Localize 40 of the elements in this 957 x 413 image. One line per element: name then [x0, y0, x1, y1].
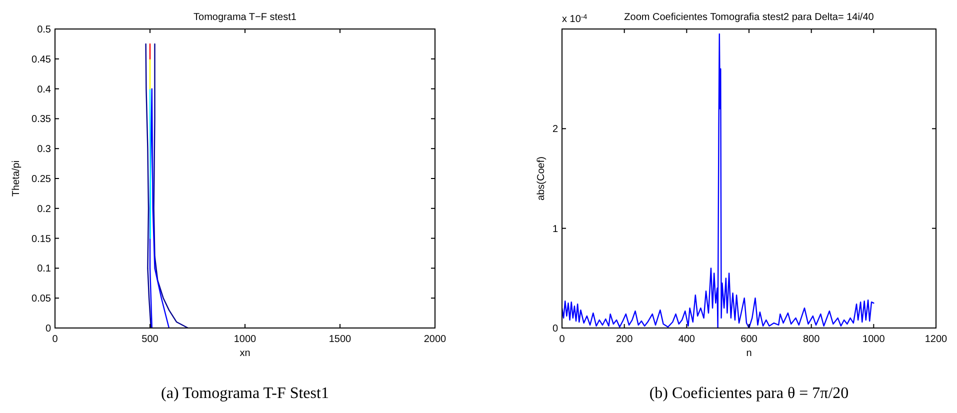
x-tick-label: 1500	[328, 334, 352, 345]
line-series	[149, 88, 151, 239]
y-tick-label: 0.25	[32, 174, 52, 185]
x-tick-label: 800	[802, 334, 820, 345]
y-tick-label: 0.1	[37, 264, 52, 275]
y-axis-title: Theta/pi	[11, 160, 22, 197]
chart-title: Tomograma T−F stest1	[194, 12, 297, 23]
y-tick-label: 0	[552, 324, 558, 334]
y-tick-label: 0	[45, 324, 52, 334]
y-tick-label: 0.35	[32, 114, 52, 126]
y-tick-label: 0.15	[32, 234, 52, 245]
x-tick-label: 500	[142, 334, 159, 345]
y-tick-label: 0.4	[37, 84, 52, 96]
y-tick-label: 1	[552, 224, 558, 235]
y-tick-label: 2	[552, 124, 558, 136]
line-series	[145, 43, 152, 328]
x-tick-label: 0	[559, 334, 566, 345]
text: x 10$^{-4}$	[562, 14, 588, 25]
text: (b) Coeficientes para θ = 7π/20	[649, 385, 849, 402]
x-tick-label: 1200	[924, 334, 948, 345]
x-axis-title: xn	[240, 348, 250, 359]
chart-title: Zoom Coeficientes Tomografia stest2 para Delta= 14i/40	[624, 12, 874, 23]
line-series	[149, 88, 170, 328]
x-tick-label: 0	[52, 334, 58, 345]
y-tick-label: 0.5	[37, 24, 52, 36]
x-tick-label: 1000	[234, 334, 257, 345]
y-axis-title: abs(Coef)	[536, 156, 547, 200]
text: (a) Tomograma T-F Stest1	[161, 385, 329, 402]
x-tick-label: 200	[616, 334, 634, 345]
y-tick-label: 0.45	[32, 54, 52, 66]
x-tick-label: 400	[678, 334, 696, 345]
x-tick-label: 2000	[424, 334, 447, 345]
x-tick-label: 600	[740, 334, 758, 345]
line-series	[153, 43, 189, 328]
y-tick-label: 0.3	[37, 144, 52, 156]
y-tick-label: 0.05	[32, 294, 52, 305]
line-series	[562, 33, 874, 328]
x-tick-label: 1000	[862, 334, 886, 345]
y-tick-label: 0.2	[37, 204, 52, 215]
x-axis-title: n	[746, 348, 752, 359]
